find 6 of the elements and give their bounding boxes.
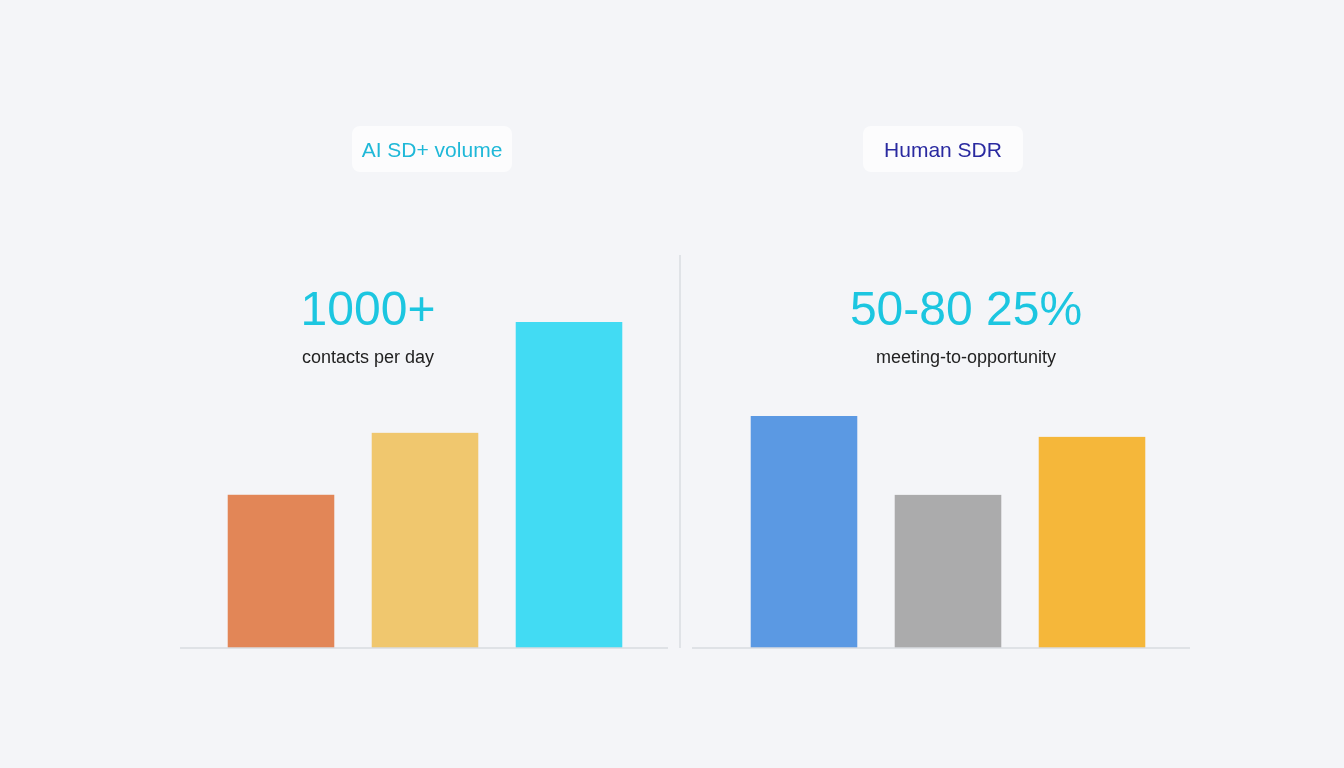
chart-title: Human SDR	[884, 138, 1002, 161]
annotation: 1000+	[300, 282, 436, 335]
text: 50-80 25%	[849, 282, 1083, 335]
chart-title: AI SD+ volume	[361, 138, 503, 161]
annotation: contacts per day	[301, 347, 435, 367]
text: meeting-to-opportunity	[875, 347, 1057, 367]
